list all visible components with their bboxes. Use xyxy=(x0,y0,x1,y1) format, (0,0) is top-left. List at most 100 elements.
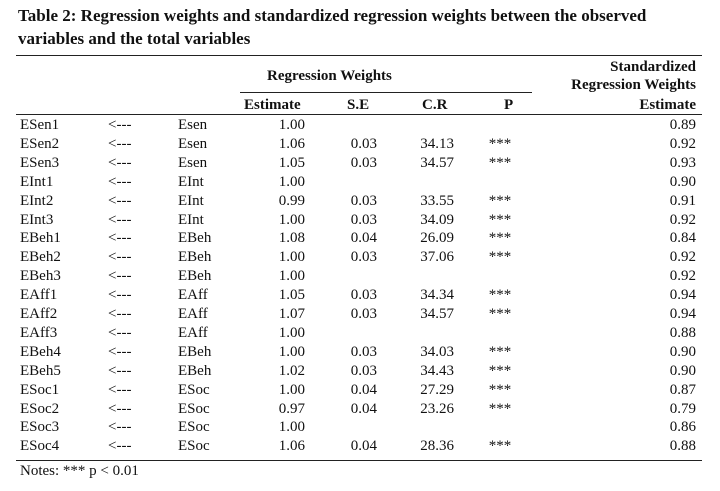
p-value: *** xyxy=(488,230,512,247)
p-value: *** xyxy=(488,135,512,152)
standardized-estimate-value: 0.94 xyxy=(669,287,696,304)
path-arrow: <--- xyxy=(108,324,132,341)
se-value: 0.03 xyxy=(350,135,377,152)
standardized-estimate-value: 0.93 xyxy=(669,154,696,171)
p-value: *** xyxy=(488,154,512,171)
observed-variable: ESoc4 xyxy=(20,438,60,455)
standardized-estimate-value: 0.88 xyxy=(669,324,696,341)
se-value: 0.03 xyxy=(350,192,377,209)
cr-value: 34.34 xyxy=(420,287,454,304)
latent-variable: EBeh xyxy=(178,343,212,360)
cr-value: 27.29 xyxy=(420,381,454,398)
se-value: 0.03 xyxy=(350,287,377,304)
standardized-estimate-value: 0.79 xyxy=(669,400,696,417)
standardized-estimate-value: 0.92 xyxy=(669,135,696,152)
estimate-value: 1.07 xyxy=(278,306,305,322)
cr-value: 34.43 xyxy=(420,362,454,379)
standardized-estimate-value: 0.90 xyxy=(669,173,696,190)
se-value: 0.04 xyxy=(350,230,377,247)
latent-variable: ESoc xyxy=(178,419,210,436)
header-std-estimate: Estimate xyxy=(639,97,696,113)
path-arrow: <--- xyxy=(108,154,132,171)
observed-variable: ESen1 xyxy=(20,117,60,133)
estimate-value: 0.97 xyxy=(278,400,305,417)
cr-value: 37.06 xyxy=(420,249,454,266)
standardized-estimate-value: 0.92 xyxy=(669,268,696,285)
estimate-value: 1.00 xyxy=(278,343,305,360)
latent-variable: ESoc xyxy=(178,381,210,398)
standardized-estimate-value: 0.92 xyxy=(669,249,696,266)
latent-variable: EBeh xyxy=(178,249,212,266)
latent-variable: EInt xyxy=(178,192,204,209)
cr-value: 28.36 xyxy=(420,438,454,455)
cr-value: 34.13 xyxy=(420,135,454,152)
path-arrow: <--- xyxy=(108,400,132,417)
observed-variable: EBeh3 xyxy=(20,268,61,285)
path-arrow: <--- xyxy=(108,438,132,455)
p-value: *** xyxy=(488,400,512,417)
latent-variable: EAff xyxy=(178,287,208,304)
cr-value: 34.57 xyxy=(420,154,454,171)
path-arrow: <--- xyxy=(108,117,132,133)
estimate-value: 1.00 xyxy=(278,324,305,341)
latent-variable: EBeh xyxy=(178,268,212,285)
estimate-value: 1.00 xyxy=(278,117,305,133)
observed-variable: EBeh2 xyxy=(20,249,61,266)
observed-variable: EBeh5 xyxy=(20,362,61,379)
estimate-value: 1.00 xyxy=(278,419,305,436)
latent-variable: Esen xyxy=(178,154,208,171)
cr-value: 34.57 xyxy=(420,306,454,322)
observed-variable: EInt1 xyxy=(20,173,54,190)
path-arrow: <--- xyxy=(108,268,132,285)
path-arrow: <--- xyxy=(108,381,132,398)
latent-variable: EInt xyxy=(178,173,204,190)
observed-variable: EBeh1 xyxy=(20,230,61,247)
path-arrow: <--- xyxy=(108,362,132,379)
cr-value: 34.09 xyxy=(420,211,454,228)
standardized-estimate-value: 0.94 xyxy=(669,306,696,322)
se-value: 0.03 xyxy=(350,249,377,266)
latent-variable: Esen xyxy=(178,117,208,133)
estimate-value: 1.02 xyxy=(278,362,305,379)
p-value: *** xyxy=(488,343,512,360)
observed-variable: EBeh4 xyxy=(20,343,61,360)
observed-variable: EInt2 xyxy=(20,192,54,209)
header-p: P xyxy=(504,97,514,113)
header-cr: C.R xyxy=(422,97,448,113)
header-group-rule xyxy=(240,92,532,93)
observed-variable: ESoc3 xyxy=(20,419,60,436)
latent-variable: ESoc xyxy=(178,438,210,455)
path-arrow: <--- xyxy=(108,173,132,190)
se-value: 0.03 xyxy=(350,343,377,360)
se-value: 0.03 xyxy=(350,306,377,322)
path-arrow: <--- xyxy=(108,135,132,152)
p-value: *** xyxy=(488,211,512,228)
header-se: S.E xyxy=(347,97,370,113)
observed-variable: EAff3 xyxy=(20,324,58,341)
estimate-value: 1.00 xyxy=(278,268,305,285)
latent-variable: EAff xyxy=(178,306,208,322)
p-value: *** xyxy=(488,381,512,398)
estimate-value: 1.06 xyxy=(278,438,305,455)
latent-variable: EAff xyxy=(178,324,208,341)
path-arrow: <--- xyxy=(108,211,132,228)
se-value: 0.04 xyxy=(350,400,377,417)
observed-variable: ESoc2 xyxy=(20,400,60,417)
header-standardized-line2: Regression Weights xyxy=(571,77,696,93)
estimate-value: 1.05 xyxy=(278,287,305,304)
latent-variable: ESoc xyxy=(178,400,210,417)
standardized-estimate-value: 0.90 xyxy=(669,343,696,360)
p-value: *** xyxy=(488,306,512,322)
estimate-value: 1.06 xyxy=(278,135,305,152)
estimate-value: 1.05 xyxy=(278,154,305,171)
table-top-rule xyxy=(16,55,702,56)
estimate-value: 0.99 xyxy=(278,192,305,209)
observed-variable: EAff1 xyxy=(20,287,58,304)
latent-variable: Esen xyxy=(178,135,208,152)
path-arrow: <--- xyxy=(108,249,132,266)
latent-variable: EInt xyxy=(178,211,204,228)
header-standardized-line1: Standardized xyxy=(610,59,696,75)
se-value: 0.03 xyxy=(350,154,377,171)
se-value: 0.04 xyxy=(350,381,377,398)
standardized-estimate-value: 0.84 xyxy=(669,230,696,247)
